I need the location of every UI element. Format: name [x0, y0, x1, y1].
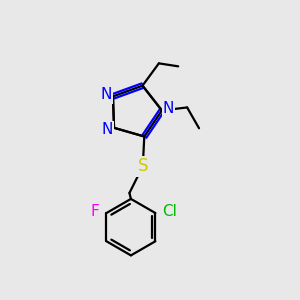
Text: Cl: Cl — [162, 204, 177, 219]
Text: N: N — [101, 87, 112, 102]
Text: N: N — [163, 101, 174, 116]
Text: F: F — [91, 204, 100, 219]
Text: S: S — [138, 157, 148, 175]
Text: N: N — [102, 122, 113, 137]
